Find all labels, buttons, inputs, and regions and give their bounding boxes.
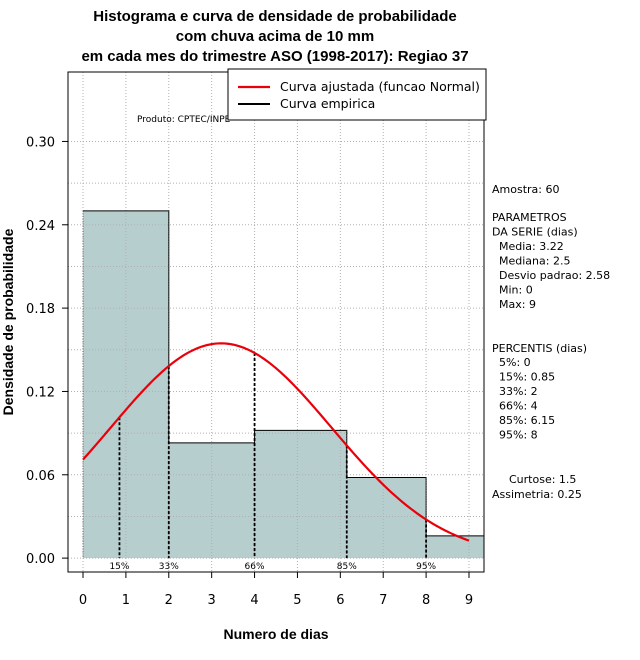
legend-fitted-label: Curva ajustada (funcao Normal) bbox=[280, 79, 480, 94]
stats-param: Desvio padrao: 2.58 bbox=[499, 269, 610, 282]
y-tick-label: 0.30 bbox=[26, 135, 55, 150]
legend-empirical-label: Curva empirica bbox=[280, 96, 375, 111]
stats-params-header: PARAMETROS bbox=[492, 211, 567, 224]
legend-box bbox=[227, 68, 487, 121]
stats-param: Mediana: 2.5 bbox=[499, 255, 570, 268]
x-tick-label: 0 bbox=[79, 593, 87, 608]
stats-kurtosis: Curtose: 1.5 bbox=[509, 473, 576, 486]
histogram-bar bbox=[254, 430, 347, 559]
y-tick-label: 0.12 bbox=[26, 385, 55, 400]
credit-text: Produto: CPTEC/INPE bbox=[137, 115, 231, 125]
y-tick-label: 0.00 bbox=[26, 552, 55, 567]
y-tick-label: 0.06 bbox=[26, 469, 55, 484]
x-tick-label: 2 bbox=[165, 593, 173, 608]
stats-percentiles-header: PERCENTIS (dias) bbox=[492, 342, 587, 355]
stats-skewness: Assimetria: 0.25 bbox=[492, 488, 582, 501]
x-tick-label: 8 bbox=[422, 593, 430, 608]
stats-percentile: 66%: 4 bbox=[499, 400, 538, 413]
stats-percentile: 85%: 6.15 bbox=[499, 414, 555, 427]
x-tick-label: 4 bbox=[250, 593, 258, 608]
stats-percentile: 5%: 0 bbox=[499, 356, 531, 369]
chart-title-line: com chuva acima de 10 mm bbox=[176, 28, 374, 45]
percentile-label: 95% bbox=[416, 562, 436, 572]
x-tick-label: 3 bbox=[208, 593, 216, 608]
x-tick-label: 6 bbox=[336, 593, 344, 608]
stats-sample: Amostra: 60 bbox=[492, 183, 559, 196]
percentile-label: 85% bbox=[337, 562, 357, 572]
stats-params-header: DA SERIE (dias) bbox=[492, 226, 578, 239]
percentile-label: 66% bbox=[245, 562, 265, 572]
chart-title-line: Histograma e curva de densidade de proba… bbox=[93, 8, 456, 25]
stats-param: Media: 3.22 bbox=[499, 240, 564, 253]
percentile-label: 33% bbox=[159, 562, 179, 572]
stats-percentile: 95%: 8 bbox=[499, 429, 538, 442]
y-axis-label: Densidade de probabilidade bbox=[0, 228, 16, 415]
chart-title-line: em cada mes do trimestre ASO (1998-2017)… bbox=[81, 48, 468, 65]
histogram-bar bbox=[426, 535, 484, 559]
fitted-normal-curve bbox=[82, 342, 470, 542]
stats-param: Min: 0 bbox=[499, 284, 533, 297]
stats-percentile: 15%: 0.85 bbox=[499, 371, 555, 384]
histogram-bar bbox=[346, 477, 427, 559]
x-tick-label: 9 bbox=[465, 593, 473, 608]
stats-percentile: 33%: 2 bbox=[499, 385, 538, 398]
x-axis-label: Numero de dias bbox=[223, 626, 328, 642]
x-tick-label: 7 bbox=[379, 593, 387, 608]
x-tick-label: 1 bbox=[122, 593, 130, 608]
y-tick-label: 0.18 bbox=[26, 302, 55, 317]
x-tick-label: 5 bbox=[293, 593, 301, 608]
percentile-label: 15% bbox=[109, 562, 129, 572]
stats-param: Max: 9 bbox=[499, 298, 536, 311]
y-tick-label: 0.24 bbox=[26, 219, 55, 234]
